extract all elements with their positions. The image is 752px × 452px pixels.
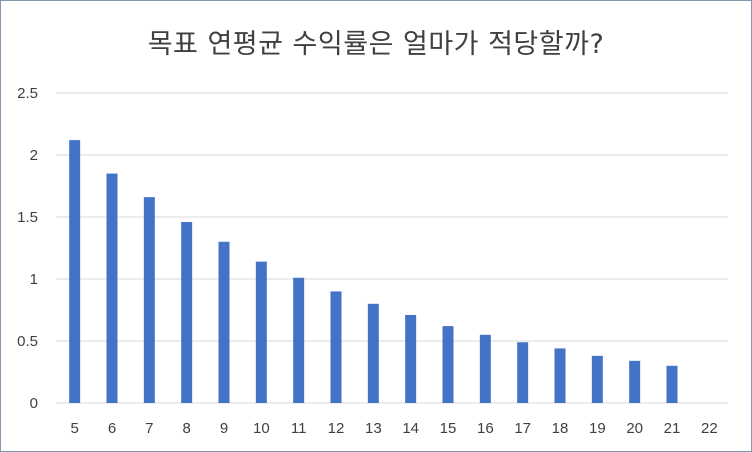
x-tick-label: 6 <box>108 420 116 437</box>
x-tick-label: 20 <box>626 420 643 437</box>
x-tick-label: 14 <box>402 420 419 437</box>
y-tick-label: 1.5 <box>17 209 38 226</box>
x-tick-label: 21 <box>664 420 681 437</box>
x-tick-label: 19 <box>589 420 606 437</box>
y-tick-label: 1 <box>30 271 38 288</box>
bar-12 <box>330 291 342 403</box>
bar-13 <box>367 303 379 403</box>
x-tick-label: 10 <box>253 420 270 437</box>
y-tick-label: 2 <box>30 147 38 164</box>
bars <box>69 140 678 403</box>
bar-14 <box>405 314 417 403</box>
bar-11 <box>293 277 305 403</box>
x-tick-label: 12 <box>328 420 345 437</box>
x-axis-labels: 5 6 7 8 9 10 11 12 13 14 15 16 17 18 19 20 21 22 <box>70 420 717 437</box>
x-tick-label: 15 <box>440 420 457 437</box>
bar-16 <box>479 334 491 403</box>
bar-20 <box>629 360 641 403</box>
bar-17 <box>517 342 529 403</box>
x-tick-label: 17 <box>514 420 531 437</box>
bar-21 <box>666 365 678 403</box>
x-tick-label: 5 <box>70 420 78 437</box>
bar-8 <box>181 221 193 403</box>
gridlines <box>56 92 728 404</box>
x-tick-label: 8 <box>182 420 190 437</box>
bar-5 <box>69 140 81 403</box>
y-tick-label: 0 <box>30 395 38 412</box>
x-tick-label: 22 <box>701 420 718 437</box>
y-tick-label: 2.5 <box>17 85 38 102</box>
bar-15 <box>442 326 454 403</box>
x-tick-label: 11 <box>291 420 307 437</box>
bar-18 <box>554 348 566 403</box>
chart-title: 목표 연평균 수익률은 얼마가 적당할까? <box>147 29 605 60</box>
x-tick-label: 18 <box>552 420 569 437</box>
y-tick-label: 0.5 <box>17 333 38 350</box>
x-tick-label: 16 <box>477 420 494 437</box>
y-axis-labels: 0 0.5 1 1.5 2 2.5 <box>17 85 38 412</box>
bar-19 <box>591 355 603 403</box>
bar-7 <box>143 197 155 403</box>
bar-10 <box>255 261 267 403</box>
x-tick-label: 13 <box>365 420 382 437</box>
x-tick-label: 9 <box>220 420 228 437</box>
bar-9 <box>218 241 230 403</box>
bar-6 <box>106 173 118 403</box>
x-tick-label: 7 <box>145 420 153 437</box>
